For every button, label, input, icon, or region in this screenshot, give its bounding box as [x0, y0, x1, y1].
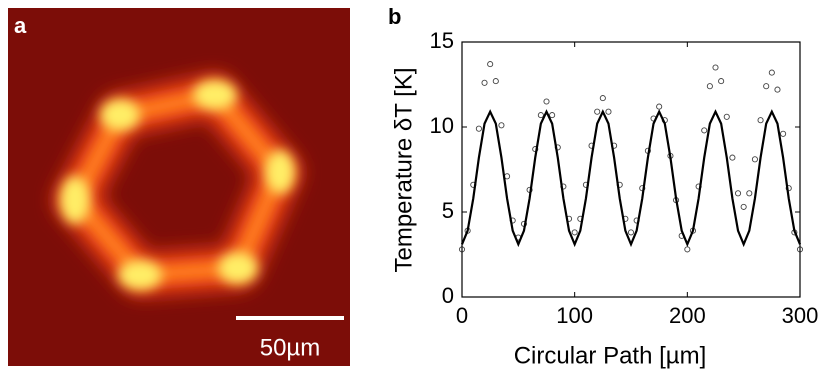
model-line: [460, 109, 802, 248]
x-tick-label: 300: [782, 303, 819, 328]
y-tick-label: 10: [430, 113, 454, 138]
data-point: [627, 229, 635, 236]
y-axis-label: Temperature δT [K]: [390, 68, 417, 273]
y-tick-label: 5: [442, 198, 454, 223]
data-point: [718, 78, 725, 85]
x-tick-label: 0: [456, 303, 468, 328]
data-point: [734, 190, 742, 197]
data-point: [537, 112, 544, 119]
data-point: [656, 103, 663, 110]
scale-bar-label: 50µm: [260, 334, 321, 361]
data-point: [751, 156, 758, 163]
data-point: [723, 113, 730, 120]
data-point: [549, 112, 556, 119]
x-tick-label: 200: [669, 303, 706, 328]
panel-label: a: [14, 13, 27, 38]
data-point: [740, 203, 747, 210]
data-point: [475, 125, 482, 132]
data-point: [706, 83, 713, 90]
x-axis-label: Circular Path [µm]: [514, 342, 707, 369]
data-point: [605, 108, 612, 115]
data-point: [492, 78, 499, 85]
plot-frame: [461, 41, 801, 298]
thermal-image: [8, 8, 350, 366]
data-point: [712, 64, 719, 71]
data-point: [571, 229, 578, 236]
x-tick-label: 100: [556, 303, 593, 328]
data-point: [599, 95, 606, 102]
data-point: [757, 117, 764, 124]
data-point: [543, 98, 550, 105]
data-point: [684, 246, 691, 253]
panel-label: b: [388, 4, 401, 29]
data-point: [481, 79, 488, 86]
data-point: [780, 130, 787, 137]
data-point: [729, 154, 736, 161]
data-point: [701, 127, 708, 134]
y-tick-label: 15: [430, 28, 454, 53]
data-point: [774, 86, 781, 93]
data-point: [763, 83, 770, 90]
data-point: [594, 108, 601, 115]
data-point: [487, 61, 494, 68]
data-point: [498, 122, 505, 129]
data-point: [768, 69, 775, 76]
data-point: [746, 190, 753, 197]
y-tick-label: 0: [442, 283, 454, 308]
